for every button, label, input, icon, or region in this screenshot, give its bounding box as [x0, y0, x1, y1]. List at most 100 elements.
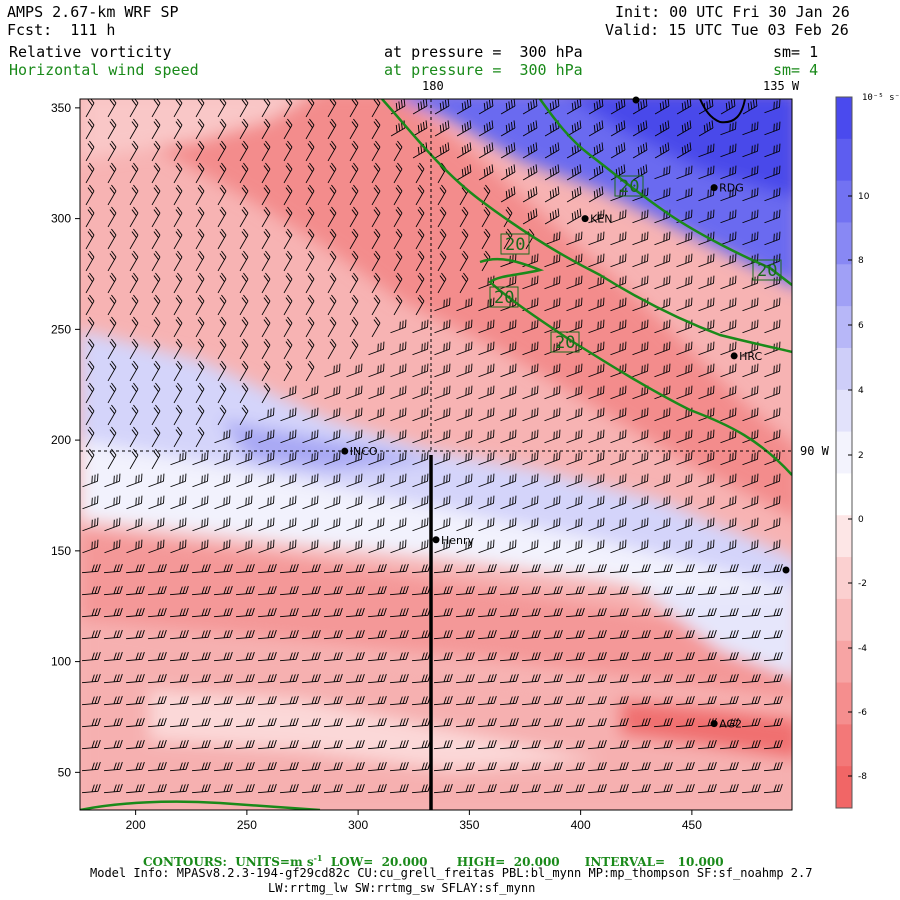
- wind-barb: [720, 209, 737, 224]
- wind-barb: [522, 120, 538, 137]
- wind-barb: [214, 473, 231, 488]
- wind-barb: [191, 761, 211, 772]
- wind-barb: [698, 209, 715, 224]
- wind-barb: [323, 695, 343, 706]
- wind-barb: [676, 363, 693, 378]
- wind-barb: [173, 228, 183, 250]
- wind-barb: [170, 473, 187, 488]
- wind-barb: [588, 209, 605, 224]
- wind-barb: [500, 275, 517, 290]
- wind-barb: [741, 717, 761, 728]
- wind-barb: [169, 717, 189, 728]
- wind-barb: [283, 338, 293, 360]
- wind-barb: [147, 585, 167, 596]
- wind-barb: [764, 297, 781, 312]
- wind-barb: [125, 607, 145, 618]
- wind-barb: [632, 209, 649, 224]
- wind-barb: [151, 228, 161, 250]
- wind-barb: [217, 272, 227, 294]
- wind-barb: [129, 99, 139, 118]
- wind-barb: [349, 338, 359, 360]
- wind-barb: [565, 783, 585, 794]
- wind-barb: [104, 495, 121, 510]
- wind-barb: [763, 717, 783, 728]
- wind-barb: [478, 120, 494, 137]
- wind-barb: [346, 385, 363, 400]
- wind-barb: [477, 761, 497, 772]
- wind-barb: [412, 341, 429, 356]
- wind-barb: [742, 121, 759, 136]
- lon-label-180: 180: [422, 79, 444, 93]
- wind-barb: [544, 142, 560, 159]
- wind-barb: [566, 517, 583, 532]
- wind-barb: [742, 231, 759, 246]
- wind-barb: [763, 607, 783, 618]
- wind-barb: [261, 206, 271, 228]
- wind-barb: [477, 695, 497, 706]
- wind-barb: [236, 539, 253, 554]
- wind-barb: [126, 495, 143, 510]
- wind-barb: [82, 473, 99, 488]
- station-dot: [341, 447, 349, 455]
- wind-barb: [741, 673, 761, 684]
- wind-barb: [279, 629, 299, 640]
- wind-barb: [85, 338, 95, 360]
- wind-barb: [349, 228, 359, 250]
- wind-barb: [103, 629, 123, 640]
- wind-barb: [478, 297, 495, 312]
- plot-frame: [79, 98, 793, 811]
- wind-barb: [499, 739, 519, 750]
- wind-barb: [283, 118, 293, 140]
- wind-barb: [173, 206, 183, 228]
- wind-barb: [698, 297, 715, 312]
- wind-barb: [349, 162, 359, 184]
- colorbar-swatch: [836, 598, 852, 642]
- wind-barb: [371, 294, 381, 316]
- colorbar-swatch: [836, 180, 852, 223]
- wind-barb: [191, 673, 211, 684]
- colorbar-tick-label: -2: [858, 579, 867, 589]
- wind-barb: [349, 184, 359, 206]
- wind-barb: [389, 651, 409, 662]
- wind-barb: [170, 495, 187, 510]
- x-tick-label: 350: [459, 818, 479, 832]
- wind-barb: [302, 473, 319, 488]
- wind-barb: [129, 228, 139, 250]
- wind-barb: [279, 607, 299, 618]
- wind-barb: [103, 739, 123, 750]
- contour-label: 20: [752, 259, 782, 281]
- wind-barb: [675, 695, 695, 706]
- colorbar-unit: 10⁻⁵ s⁻¹: [862, 93, 900, 103]
- wind-barb: [235, 607, 255, 618]
- wind-barb: [654, 142, 670, 159]
- wind-barb: [588, 319, 605, 334]
- wind-barb: [698, 495, 715, 510]
- wind-barb: [239, 162, 249, 184]
- wind-barb: [719, 717, 739, 728]
- wind-barb: [258, 407, 275, 422]
- wind-barb: [367, 783, 387, 794]
- wind-barb: [544, 164, 560, 181]
- wind-barb: [544, 385, 561, 400]
- wind-barb: [239, 294, 249, 316]
- wind-barb: [305, 184, 315, 206]
- field2-level: at pressure = 300 hPa: [384, 61, 583, 79]
- wind-barb: [631, 695, 651, 706]
- wind-barb: [588, 297, 605, 312]
- wind-barb: [323, 563, 343, 574]
- wind-barb: [720, 385, 737, 400]
- wind-barb: [764, 121, 781, 136]
- wind-barb: [477, 673, 497, 684]
- wind-barb: [217, 99, 227, 118]
- wind-barb: [521, 761, 541, 772]
- wind-barb: [499, 607, 519, 618]
- wind-barb: [456, 407, 473, 422]
- wind-barb: [676, 473, 693, 488]
- wind-barb: [698, 451, 715, 466]
- wind-barb: [719, 739, 739, 750]
- wind-barb: [544, 99, 560, 115]
- wind-barb: [279, 717, 299, 728]
- wind-barb: [235, 629, 255, 640]
- wind-barb: [129, 184, 139, 206]
- wind-barb: [81, 695, 101, 706]
